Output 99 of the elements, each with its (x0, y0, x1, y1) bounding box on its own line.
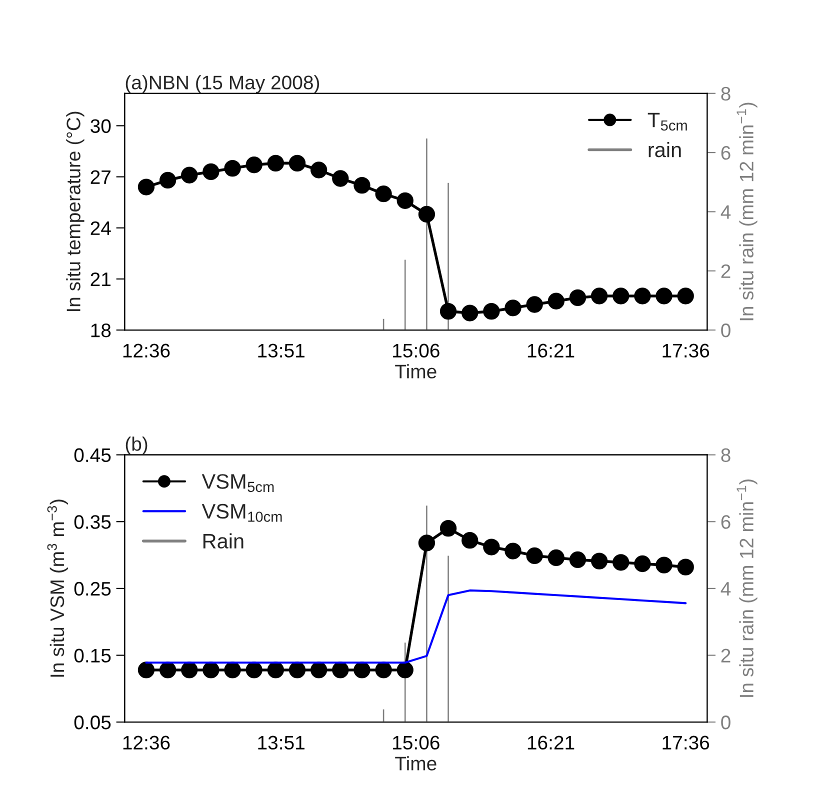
x-axis-title: Time (395, 364, 436, 378)
x-tick-label: 16:21 (528, 736, 574, 750)
point (526, 547, 543, 564)
y2-axis-title: In situ rain (mm 12 min$^{−1}$) (736, 479, 758, 697)
y2-tick-label: 4 (720, 582, 731, 596)
point (462, 304, 478, 322)
x-tick-label: 13:51 (258, 736, 304, 750)
point (375, 186, 392, 202)
x-tick-label: 12:36 (123, 344, 170, 358)
y-tick-label: 21 (90, 272, 111, 286)
point (246, 156, 262, 174)
x-tick-label: 15:06 (393, 736, 440, 750)
y-tick-label: 27 (90, 170, 110, 184)
bar (403, 258, 408, 330)
point (310, 662, 328, 678)
y-tick-label: 30 (90, 119, 111, 133)
y-tick-label: 0.45 (74, 448, 111, 462)
point (224, 662, 241, 678)
point (418, 206, 436, 223)
y-tick-label: 0.25 (74, 582, 111, 596)
point (138, 662, 155, 678)
legend-label: Rain (203, 533, 244, 549)
point (548, 292, 564, 310)
x-tick-label: 16:21 (528, 344, 574, 358)
legend-label: VSM$_{5cm}$ (202, 474, 274, 492)
point (310, 162, 328, 178)
bar (382, 708, 386, 722)
point (267, 154, 284, 172)
y-tick-label: 24 (90, 221, 111, 235)
point (332, 662, 349, 678)
bar (446, 554, 450, 722)
y-tick-label: 0.35 (74, 515, 111, 529)
point (332, 170, 349, 187)
y-tick-label: 0.15 (74, 648, 111, 663)
point (548, 549, 564, 566)
point (462, 532, 478, 549)
y2-axis-title: In situ rain (mm 12 min$^{−1}$) (736, 102, 758, 320)
point (440, 520, 457, 537)
point (677, 558, 694, 576)
point (418, 534, 436, 552)
point (504, 542, 522, 560)
y2-tick-label: 2 (721, 648, 730, 662)
point (569, 551, 586, 568)
point (138, 178, 155, 196)
chart-title: (b) (126, 436, 148, 455)
point (202, 163, 220, 180)
legend-label: T$_{5cm}$ (648, 112, 687, 131)
point (246, 662, 262, 678)
y-axis-title: In situ temperature (°C) (66, 112, 84, 312)
point (440, 302, 457, 320)
y-axis-title: In situ VSM (m$^{3}$ m$^{−3}$) (47, 500, 68, 677)
point (288, 662, 306, 678)
x-axis-title: Time (395, 756, 436, 770)
y2-tick-label: 6 (721, 146, 730, 160)
point (612, 554, 630, 571)
point (634, 288, 651, 304)
y2-tick-label: 8 (721, 86, 730, 101)
point (504, 300, 522, 316)
point (181, 166, 198, 184)
point (526, 296, 543, 313)
y-tick-label: 18 (91, 324, 111, 338)
point (656, 556, 672, 574)
y2-tick-label: 0 (721, 324, 730, 338)
point (590, 552, 608, 570)
point (612, 288, 630, 304)
x-tick-label: 17:36 (662, 344, 710, 358)
y2-tick-label: 4 (720, 205, 731, 219)
point (590, 288, 608, 304)
y2-tick-label: 8 (721, 448, 730, 462)
point (375, 662, 392, 678)
y2-tick-label: 2 (721, 264, 730, 278)
point (354, 176, 370, 194)
x-tick-label: 12:36 (123, 736, 170, 750)
legend-label: VSM$_{10cm}$ (202, 504, 282, 522)
point (267, 662, 284, 678)
point (483, 302, 500, 320)
point (483, 538, 500, 556)
chart-title: (a)NBN (15 May 2008) (126, 75, 320, 94)
x-tick-label: 17:36 (662, 736, 710, 750)
point (159, 662, 176, 678)
x-tick-label: 13:51 (258, 344, 304, 358)
point (634, 555, 651, 572)
point (354, 662, 370, 678)
point (224, 160, 241, 177)
x-tick-label: 15:06 (393, 344, 440, 358)
y2-tick-label: 6 (721, 515, 730, 529)
point (396, 662, 414, 678)
point (202, 662, 220, 678)
point (677, 288, 694, 304)
point (569, 289, 586, 306)
y-tick-label: 0.05 (74, 716, 111, 730)
bar (382, 318, 386, 330)
point (288, 154, 306, 172)
point (396, 192, 414, 209)
point (159, 172, 176, 189)
point (656, 288, 672, 304)
legend-label: rain (648, 142, 681, 158)
y2-tick-label: 0 (721, 716, 730, 730)
point (181, 662, 198, 678)
